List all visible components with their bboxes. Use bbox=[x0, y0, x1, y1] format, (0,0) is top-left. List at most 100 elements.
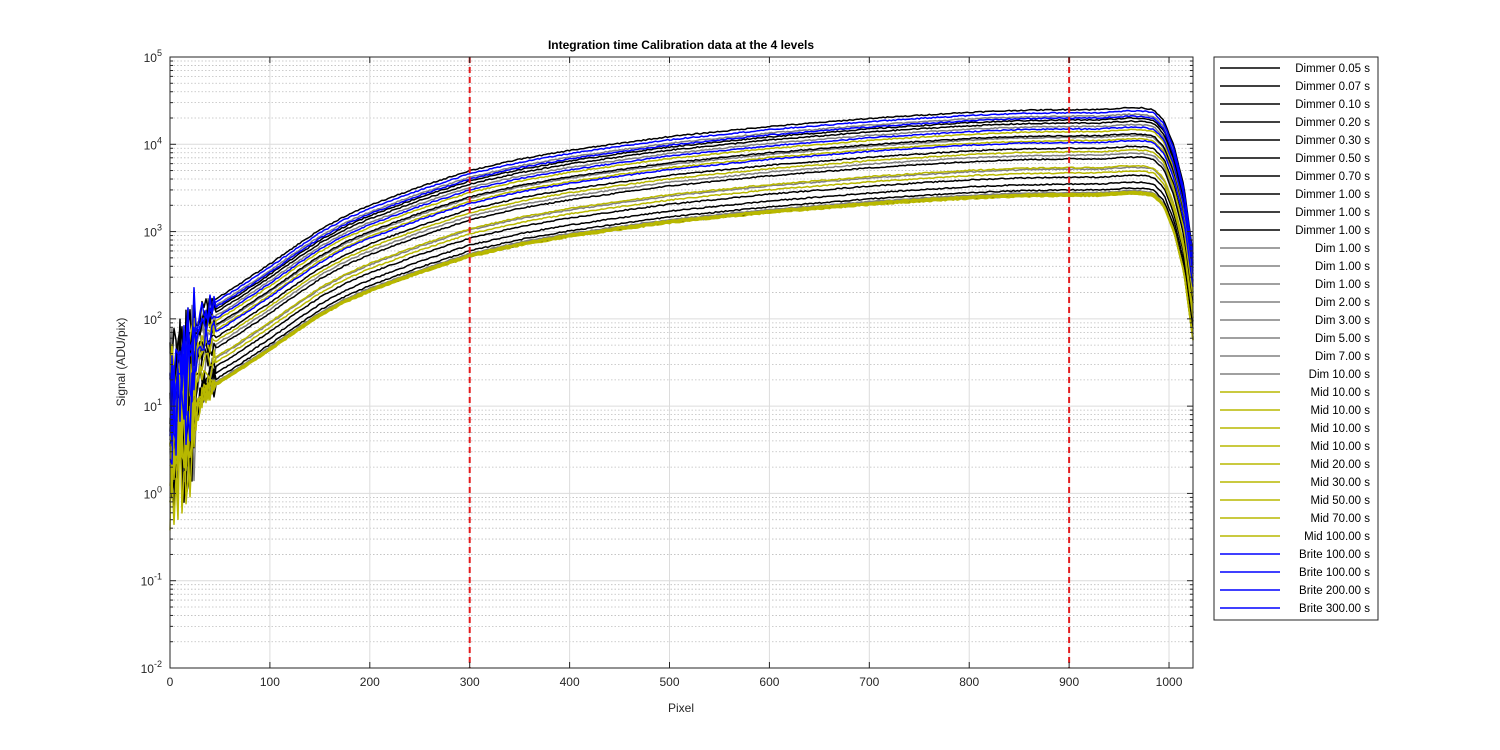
x-tick-label: 800 bbox=[959, 675, 979, 689]
legend-entry: Brite 100.00 s bbox=[1299, 567, 1370, 579]
y-tick-exponent: 2 bbox=[157, 310, 162, 320]
legend-entry: Dim 1.00 s bbox=[1315, 243, 1370, 255]
series-line bbox=[169, 164, 1194, 481]
y-tick-exponent: 4 bbox=[157, 135, 162, 145]
legend-entry: Dim 10.00 s bbox=[1309, 369, 1371, 381]
y-axis-label: Signal (ADU/pix) bbox=[114, 318, 128, 407]
x-tick-label: 200 bbox=[360, 675, 380, 689]
y-tick-exponent: 5 bbox=[157, 48, 162, 58]
series-line bbox=[169, 166, 1194, 499]
series-line bbox=[169, 123, 1194, 429]
y-tick-base: 10 bbox=[141, 662, 155, 676]
y-tick-base: 10 bbox=[144, 138, 158, 152]
series-line bbox=[169, 126, 1194, 456]
plot-background bbox=[170, 57, 1193, 668]
y-tick-label: 100 bbox=[144, 484, 162, 501]
legend-entry: Mid 20.00 s bbox=[1311, 459, 1371, 471]
legend-entry: Mid 10.00 s bbox=[1311, 423, 1371, 435]
legend-entry: Dimmer 0.50 s bbox=[1295, 153, 1370, 165]
series-line bbox=[169, 148, 1194, 486]
series-line bbox=[169, 109, 1194, 445]
x-tick-label: 600 bbox=[759, 675, 779, 689]
x-tick-label: 900 bbox=[1059, 675, 1079, 689]
y-tick-label: 10-2 bbox=[141, 659, 162, 676]
y-tick-base: 10 bbox=[144, 226, 158, 240]
y-tick-exponent: 3 bbox=[157, 223, 162, 233]
x-tick-label: 700 bbox=[859, 675, 879, 689]
axis-ticks bbox=[169, 56, 1193, 669]
x-axis-label: Pixel bbox=[668, 701, 694, 715]
y-tick-label: 102 bbox=[144, 310, 162, 327]
y-tick-label: 104 bbox=[144, 135, 162, 152]
legend-entry: Dimmer 0.05 s bbox=[1295, 63, 1370, 75]
legend-entry: Brite 100.00 s bbox=[1299, 549, 1370, 561]
series-line bbox=[169, 134, 1194, 441]
x-tick-labels: 0 100 200 300 400 500 600 700 800 900 1000 bbox=[167, 675, 1183, 689]
y-tick-label: 105 bbox=[144, 48, 162, 65]
y-tick-exponent: 1 bbox=[157, 397, 162, 407]
y-tick-base: 10 bbox=[141, 575, 155, 589]
legend-entry: Dimmer 0.07 s bbox=[1295, 81, 1370, 93]
x-tick-label: 300 bbox=[460, 675, 480, 689]
y-tick-base: 10 bbox=[144, 487, 158, 501]
series-line bbox=[169, 139, 1194, 465]
series-line bbox=[169, 181, 1194, 512]
legend-entry: Mid 70.00 s bbox=[1311, 513, 1371, 525]
x-tick-label: 400 bbox=[560, 675, 580, 689]
y-tick-base: 10 bbox=[144, 51, 158, 65]
series-line bbox=[169, 113, 1194, 431]
legend-entry: Brite 300.00 s bbox=[1299, 603, 1370, 615]
y-tick-base: 10 bbox=[144, 313, 158, 327]
legend-entry: Dim 5.00 s bbox=[1315, 333, 1370, 345]
x-tick-label: 500 bbox=[659, 675, 679, 689]
series-line bbox=[169, 106, 1194, 432]
y-tick-label: 103 bbox=[144, 223, 162, 240]
x-tick-label: 0 bbox=[167, 675, 174, 689]
legend-entry: Dimmer 1.00 s bbox=[1295, 225, 1370, 237]
reference-lines bbox=[468, 57, 1071, 668]
legend-entry: Mid 30.00 s bbox=[1311, 477, 1371, 489]
chart-title: Integration time Calibration data at the… bbox=[548, 38, 814, 52]
series-layer bbox=[169, 106, 1194, 531]
series-line bbox=[169, 155, 1194, 467]
legend-entry: Mid 50.00 s bbox=[1311, 495, 1371, 507]
legend-entry: Mid 10.00 s bbox=[1311, 405, 1371, 417]
y-tick-label: 10-1 bbox=[141, 572, 162, 589]
legend-entry: Dim 2.00 s bbox=[1315, 297, 1370, 309]
series-line bbox=[169, 137, 1194, 475]
legend-entry: Dim 3.00 s bbox=[1315, 315, 1370, 327]
legend-entry: Mid 10.00 s bbox=[1311, 441, 1371, 453]
legend-entry: Mid 100.00 s bbox=[1304, 531, 1370, 543]
y-tick-base: 10 bbox=[144, 400, 158, 414]
series-line bbox=[169, 170, 1194, 472]
y-tick-exponent: -2 bbox=[154, 659, 162, 669]
legend-entry: Dimmer 0.10 s bbox=[1295, 99, 1370, 111]
series-line bbox=[169, 189, 1194, 510]
series-line bbox=[169, 116, 1194, 451]
x-tick-label: 1000 bbox=[1156, 675, 1183, 689]
legend-entry: Mid 10.00 s bbox=[1311, 387, 1371, 399]
series-line bbox=[169, 114, 1194, 441]
legend-entry: Dim 1.00 s bbox=[1315, 279, 1370, 291]
series-line bbox=[169, 128, 1194, 409]
legend-entry: Dim 1.00 s bbox=[1315, 261, 1370, 273]
series-line bbox=[169, 119, 1194, 437]
legend-entry: Dimmer 1.00 s bbox=[1295, 189, 1370, 201]
y-tick-label: 101 bbox=[144, 397, 162, 414]
legend-entry: Dimmer 0.30 s bbox=[1295, 135, 1370, 147]
legend-entry: Brite 200.00 s bbox=[1299, 585, 1370, 597]
y-tick-exponent: 0 bbox=[157, 484, 162, 494]
legend-entry: Dimmer 1.00 s bbox=[1295, 207, 1370, 219]
series-line bbox=[169, 145, 1194, 454]
legend-entry: Dimmer 0.70 s bbox=[1295, 171, 1370, 183]
plot-frame bbox=[169, 56, 1194, 669]
series-line bbox=[169, 152, 1194, 468]
series-line bbox=[169, 132, 1194, 444]
series-line bbox=[169, 174, 1194, 502]
legend-entry: Dimmer 0.20 s bbox=[1295, 117, 1370, 129]
legend-entry: Dim 7.00 s bbox=[1315, 351, 1370, 363]
legend: Dimmer 0.05 s Dimmer 0.07 s Dimmer 0.10 s D… bbox=[1220, 63, 1370, 615]
series-line bbox=[169, 187, 1194, 503]
